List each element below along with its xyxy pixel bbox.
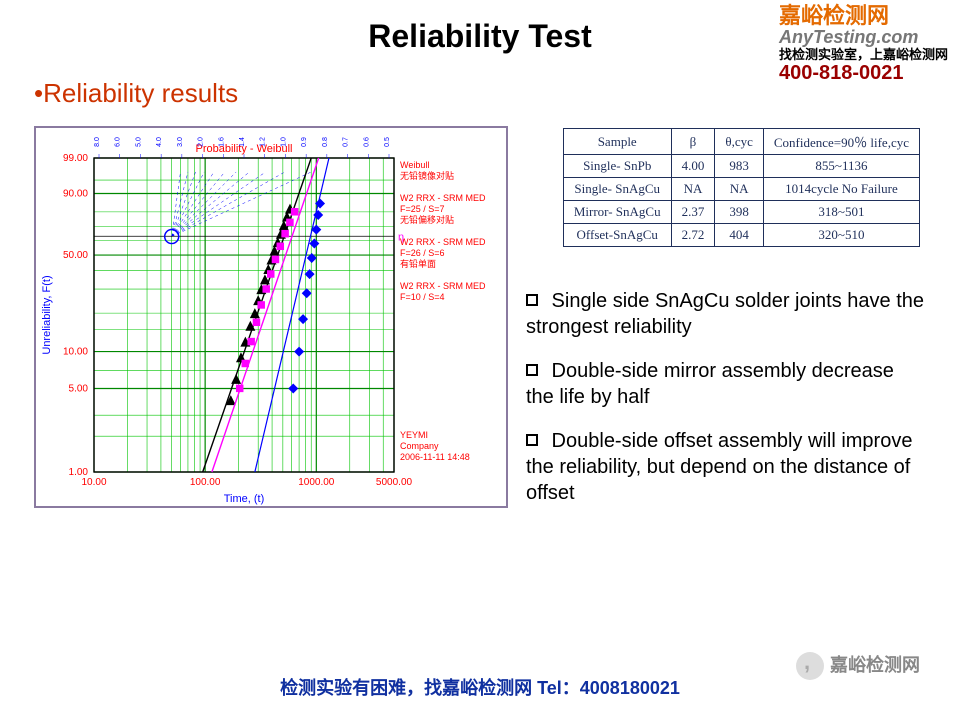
bullet-icon [526, 364, 538, 376]
table-row: Mirror- SnAgCu2.37398318~501 [563, 201, 919, 224]
svg-text:1.4: 1.4 [239, 137, 246, 147]
svg-text:0.8: 0.8 [322, 137, 329, 147]
svg-text:F=25 / S=7: F=25 / S=7 [400, 204, 445, 214]
table-header: Confidence=90％ life,cyc [763, 129, 919, 155]
svg-text:无铅镜像对贴: 无铅镜像对贴 [400, 170, 454, 181]
svg-text:Weibull: Weibull [400, 160, 429, 170]
svg-text:0.9: 0.9 [301, 137, 308, 147]
svg-text:0.7: 0.7 [343, 137, 350, 147]
brand-logo: 嘉峪检测网 AnyTesting.com 找检测实验室，上嘉峪检测网 400-8… [779, 4, 948, 84]
svg-text:F=26 / S=6: F=26 / S=6 [400, 248, 445, 258]
svg-text:0.6: 0.6 [363, 137, 370, 147]
table-header: β [671, 129, 715, 155]
subtitle: •Reliability results [34, 78, 238, 109]
svg-text:1.0: 1.0 [280, 137, 287, 147]
svg-text:W2 RRX - SRM MED: W2 RRX - SRM MED [400, 193, 486, 203]
svg-text:1.2: 1.2 [260, 137, 267, 147]
svg-text:100.00: 100.00 [190, 477, 221, 488]
wechat-icon [796, 652, 824, 680]
svg-text:Time, (t): Time, (t) [224, 493, 265, 505]
svg-text:5.0: 5.0 [135, 137, 142, 147]
svg-text:W2 RRX - SRM MED: W2 RRX - SRM MED [400, 237, 486, 247]
svg-text:2006-11-11 14:48: 2006-11-11 14:48 [400, 452, 470, 462]
bullet-icon [526, 434, 538, 446]
brand-slogan: 找检测实验室，上嘉峪检测网 [779, 48, 948, 62]
svg-text:50.00: 50.00 [63, 250, 88, 261]
svg-text:3.0: 3.0 [177, 137, 184, 147]
svg-text:8.0: 8.0 [94, 137, 101, 147]
svg-text:YEYMI: YEYMI [400, 430, 428, 440]
brand-cn: 嘉峪检测网 [779, 4, 948, 28]
weibull-chart: Probability - Weibull10.00100.001000.005… [34, 126, 508, 508]
table-row: Single- SnAgCuNANA1014cycle No Failure [563, 178, 919, 201]
svg-text:1000.00: 1000.00 [298, 477, 335, 488]
svg-text:10.00: 10.00 [81, 477, 106, 488]
svg-text:10.00: 10.00 [63, 347, 88, 358]
bullet-icon [526, 294, 538, 306]
svg-text:Company: Company [400, 441, 439, 451]
table-row: Single- SnPb4.00983855~1136 [563, 155, 919, 178]
svg-text:Unreliability, F(t): Unreliability, F(t) [41, 275, 53, 354]
svg-text:5000.00: 5000.00 [376, 477, 413, 488]
finding-item: Single side SnAgCu solder joints have th… [526, 288, 926, 340]
svg-text:5.00: 5.00 [69, 383, 89, 394]
finding-item: Double-side offset assembly will improve… [526, 428, 926, 506]
table-header: Sample [563, 129, 671, 155]
svg-text:2.0: 2.0 [198, 137, 205, 147]
svg-text:1.6: 1.6 [218, 137, 225, 147]
svg-text:W2 RRX - SRM MED: W2 RRX - SRM MED [400, 281, 486, 291]
findings-list: Single side SnAgCu solder joints have th… [526, 288, 926, 524]
svg-text:90.00: 90.00 [63, 189, 88, 200]
brand-phone: 400-818-0021 [779, 62, 948, 84]
table-header: θ,cyc [715, 129, 764, 155]
brand-en: AnyTesting.com [779, 28, 948, 48]
svg-text:1.00: 1.00 [69, 467, 89, 478]
table-row: Offset-SnAgCu2.72404320~510 [563, 224, 919, 247]
qr-label: 嘉峪检测网 [796, 651, 920, 680]
finding-item: Double-side mirror assembly decrease the… [526, 358, 926, 410]
svg-text:99.00: 99.00 [63, 153, 88, 164]
svg-text:无铅偏移对贴: 无铅偏移对贴 [400, 214, 454, 225]
svg-text:有铅单面: 有铅单面 [400, 258, 436, 269]
results-table: Sampleβθ,cycConfidence=90％ life,cycSingl… [563, 128, 920, 247]
svg-text:0.5: 0.5 [384, 137, 391, 147]
svg-text:4.0: 4.0 [156, 137, 163, 147]
svg-text:F=10 / S=4: F=10 / S=4 [400, 292, 445, 302]
svg-text:6.0: 6.0 [115, 137, 122, 147]
